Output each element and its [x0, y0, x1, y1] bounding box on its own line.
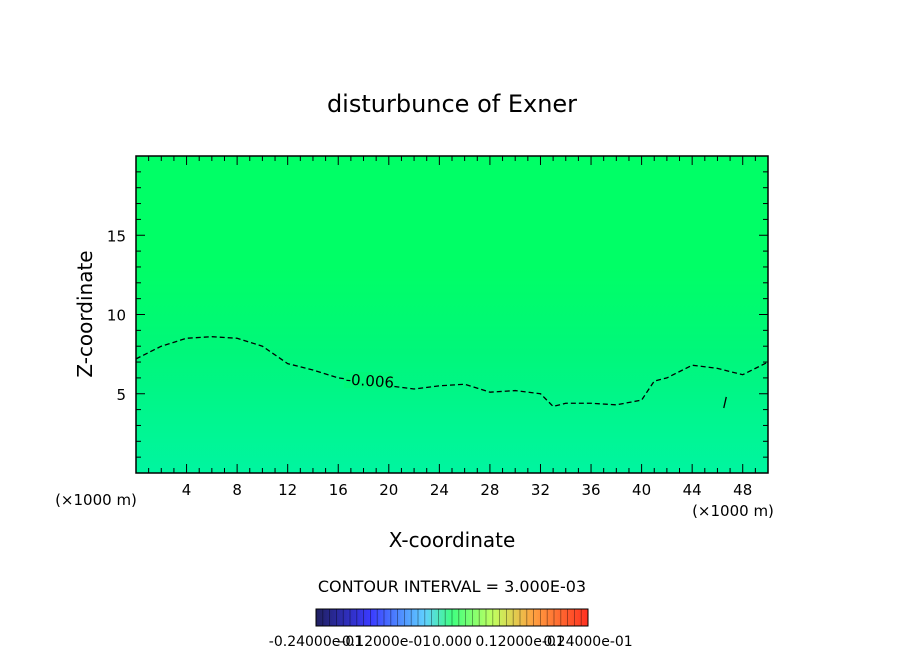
x-tick-label: 44 [683, 481, 702, 499]
contour-interval-text: CONTOUR INTERVAL = 3.000E-03 [318, 577, 586, 596]
plot-field [136, 156, 768, 473]
y-tick-label: 10 [107, 307, 126, 325]
x-unit-left: (×1000 m) [55, 491, 137, 509]
x-tick-label: 16 [329, 481, 348, 499]
colorbar [315, 608, 589, 627]
x-axis-label: X-coordinate [389, 528, 516, 552]
colorbar-label: -0.12000e-01 [337, 634, 431, 650]
x-tick-labels: 4 8 12 16 20 24 28 32 36 40 44 48 [182, 481, 752, 499]
x-tick-label: 24 [430, 481, 449, 499]
x-tick-label: 4 [182, 481, 192, 499]
contour-level-label: -0.006 [345, 370, 394, 391]
colorbar-label: -0.24000e-01 [269, 634, 363, 650]
y-tick-labels: 5 10 15 [107, 227, 126, 404]
x-tick-label: 8 [232, 481, 242, 499]
contour-label-bg [343, 372, 394, 389]
colorbar-labels: -0.24000e-01-0.12000e-01 0.000 0.12000e-01… [269, 634, 633, 650]
x-tick-label: 36 [581, 481, 600, 499]
colorbar-ticks [315, 609, 589, 626]
x-tick-label: 20 [379, 481, 398, 499]
x-tick-label: 12 [278, 481, 297, 499]
tick-layer [136, 156, 768, 473]
y-axis-label: Z-coordinate [73, 250, 97, 377]
colorbar-label: 0.12000e-01 [475, 634, 564, 650]
colorbar-label: 0.24000e-01 [543, 634, 632, 650]
chart-title: disturbunce of Exner [327, 90, 577, 118]
contour-line [135, 336, 769, 408]
x-unit-right: (×1000 m) [692, 502, 774, 520]
y-tick-label: 15 [107, 227, 126, 245]
x-tick-label: 48 [733, 481, 752, 499]
x-tick-label: 32 [531, 481, 550, 499]
y-tick-label: 5 [116, 386, 126, 404]
contour-layer: -0.006 [135, 336, 769, 409]
x-tick-label: 28 [480, 481, 499, 499]
contour-small-segment [723, 396, 727, 409]
colorbar-label: 0.000 [432, 634, 472, 650]
x-tick-label: 40 [632, 481, 651, 499]
